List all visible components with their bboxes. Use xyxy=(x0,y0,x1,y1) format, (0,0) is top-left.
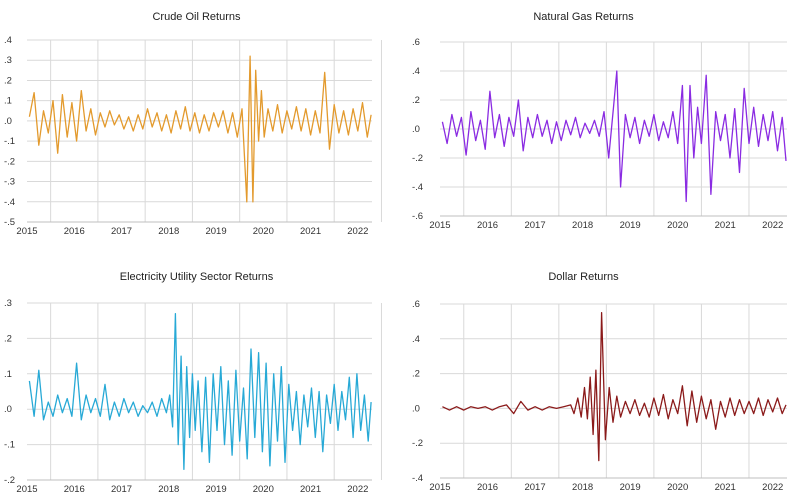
y-tick-label: -.2 xyxy=(412,438,423,449)
y-tick-label: .0 xyxy=(4,116,12,127)
chart-natural-gas: Natural Gas Returns .6 .4 .2 .0 -.2 -.4 -.6 2015… xyxy=(412,11,787,231)
chart-panel-natural-gas: Natural Gas Returns .6 .4 .2 .0 -.2 -.4 -.6 2015… xyxy=(400,0,787,247)
x-tick-label: 2020 xyxy=(667,220,688,231)
chart-dollar: Dollar Returns .6 .4 .2 .0 -.2 -.4 2015 2016 2017… xyxy=(412,271,787,493)
y-tick-label: .3 xyxy=(4,298,12,309)
x-tick-label: 2021 xyxy=(715,220,736,231)
x-tick-label: 2017 xyxy=(111,484,132,495)
x-tick-label: 2016 xyxy=(64,226,85,237)
x-tick-label: 2019 xyxy=(205,226,226,237)
x-tick-label: 2022 xyxy=(347,484,368,495)
chart-panel-dollar: Dollar Returns .6 .4 .2 .0 -.2 -.4 2015 2016 2017… xyxy=(400,260,787,495)
y-tick-label: .2 xyxy=(412,95,420,106)
y-tick-label: -.2 xyxy=(412,153,423,164)
x-tick-label: 2018 xyxy=(158,484,179,495)
chart-crude-oil: Crude Oil Returns .4 .3 .2 .1 .0 -.1 -.2 -.3 -.4 -… xyxy=(4,11,382,237)
x-tick-label: 2018 xyxy=(572,482,593,493)
x-tick-label: 2018 xyxy=(572,220,593,231)
y-tick-label: -.1 xyxy=(4,136,15,147)
x-tick-label: 2018 xyxy=(158,226,179,237)
y-tick-label: -.1 xyxy=(4,440,15,451)
x-tick-label: 2022 xyxy=(762,220,783,231)
y-tick-label: .4 xyxy=(4,35,12,46)
y-tick-label: .4 xyxy=(412,334,420,345)
series-line xyxy=(28,312,372,471)
y-tick-label: -.4 xyxy=(4,197,15,208)
y-tick-label: -.5 xyxy=(4,217,15,228)
x-tick-label: 2022 xyxy=(762,482,783,493)
chart-electricity: Electricity Utility Sector Returns .3 .2 .1… xyxy=(4,271,382,495)
x-tick-label: 2017 xyxy=(524,220,545,231)
y-tick-label: -.4 xyxy=(412,182,423,193)
chart-title: Crude Oil Returns xyxy=(152,11,241,23)
x-tick-label: 2020 xyxy=(253,226,274,237)
x-tick-label: 2020 xyxy=(667,482,688,493)
x-tick-label: 2016 xyxy=(477,220,498,231)
series-line xyxy=(442,312,787,462)
x-tick-label: 2022 xyxy=(347,226,368,237)
x-tick-label: 2015 xyxy=(429,482,450,493)
y-tick-label: .2 xyxy=(412,369,420,380)
y-tick-label: .1 xyxy=(4,369,12,380)
y-tick-label: -.6 xyxy=(412,211,423,222)
x-tick-label: 2016 xyxy=(64,484,85,495)
series-line xyxy=(28,55,372,203)
x-tick-label: 2021 xyxy=(715,482,736,493)
chart-title: Electricity Utility Sector Returns xyxy=(120,271,274,283)
y-tick-label: .2 xyxy=(4,333,12,344)
x-tick-label: 2017 xyxy=(111,226,132,237)
y-tick-label: .3 xyxy=(4,55,12,66)
x-tick-label: 2016 xyxy=(477,482,498,493)
y-tick-label: .6 xyxy=(412,37,420,48)
x-tick-label: 2015 xyxy=(16,226,37,237)
y-tick-label: .6 xyxy=(412,299,420,310)
y-tick-label: .0 xyxy=(412,124,420,135)
y-tick-label: -.2 xyxy=(4,156,15,167)
y-tick-label: -.2 xyxy=(4,475,15,486)
y-tick-label: .0 xyxy=(412,403,420,414)
chart-panel-electricity: Electricity Utility Sector Returns .3 .2 .1… xyxy=(0,260,393,495)
x-tick-label: 2017 xyxy=(524,482,545,493)
chart-title: Natural Gas Returns xyxy=(533,11,634,23)
x-tick-label: 2019 xyxy=(205,484,226,495)
y-tick-label: .4 xyxy=(412,66,420,77)
x-tick-label: 2019 xyxy=(620,482,641,493)
y-tick-label: -.4 xyxy=(412,473,423,484)
x-tick-label: 2021 xyxy=(300,484,321,495)
x-tick-label: 2015 xyxy=(16,484,37,495)
x-tick-label: 2020 xyxy=(253,484,274,495)
x-tick-label: 2021 xyxy=(300,226,321,237)
x-tick-label: 2019 xyxy=(620,220,641,231)
y-tick-label: -.3 xyxy=(4,177,15,188)
y-tick-label: .0 xyxy=(4,404,12,415)
y-tick-label: .1 xyxy=(4,96,12,107)
chart-title: Dollar Returns xyxy=(548,271,619,283)
chart-panel-crude-oil: Crude Oil Returns .4 .3 .2 .1 .0 -.1 -.2 -.3 -.4 -… xyxy=(0,0,393,247)
y-tick-label: .2 xyxy=(4,75,12,86)
series-line xyxy=(441,70,787,203)
x-tick-label: 2015 xyxy=(429,220,450,231)
